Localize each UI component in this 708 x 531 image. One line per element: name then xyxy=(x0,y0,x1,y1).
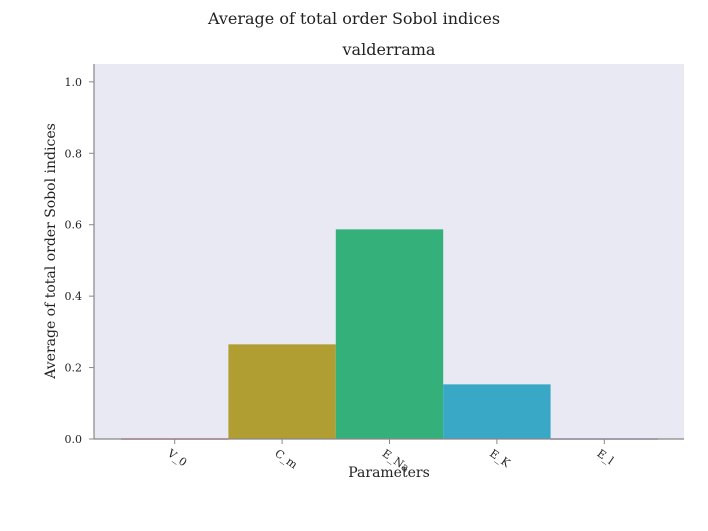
x-axis-label: Parameters xyxy=(348,465,430,481)
x-tick-label: E_l xyxy=(595,447,617,468)
x-tick-label: E_K xyxy=(487,447,513,471)
bar-e-k xyxy=(443,384,551,439)
x-tick-label: V_0 xyxy=(164,446,189,469)
y-ticks-group: 0.0 0.2 0.4 0.6 0.8 1.0 xyxy=(65,76,94,446)
figure-suptitle: Average of total order Sobol indices xyxy=(207,9,500,28)
y-tick-label: 0.0 xyxy=(65,433,83,446)
y-tick-label: 0.2 xyxy=(65,362,83,375)
x-tick-label: C_m xyxy=(272,447,300,472)
chart-title: valderrama xyxy=(342,40,436,59)
y-tick-label: 0.4 xyxy=(65,290,83,303)
bar-e-na xyxy=(335,229,444,439)
y-tick-label: 1.0 xyxy=(65,76,83,89)
y-tick-label: 0.8 xyxy=(65,147,83,160)
y-tick-label: 0.6 xyxy=(65,219,83,232)
bar-c-m xyxy=(228,344,336,439)
y-axis-label: Average of total order Sobol indices xyxy=(43,123,59,380)
